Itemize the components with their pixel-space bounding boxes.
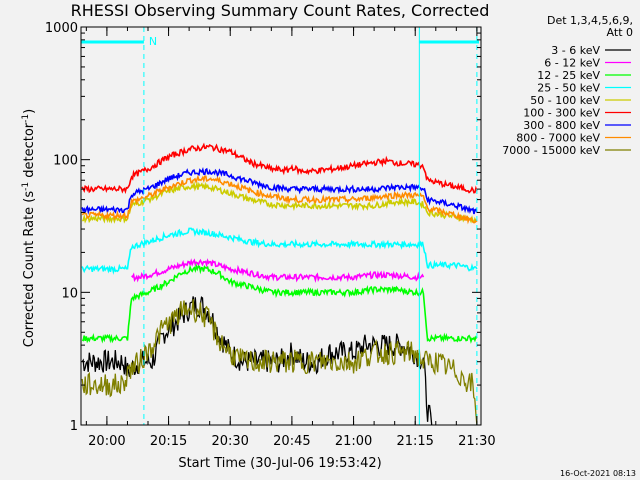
legend-label: 7000 - 15000 keV — [502, 144, 600, 157]
y-tick-label: 100 — [53, 154, 78, 169]
series-line — [81, 296, 433, 426]
legend-label: 50 - 100 keV — [530, 94, 600, 107]
y-tick-label: 1000 — [45, 21, 78, 36]
x-axis-label: Start Time (30-Jul-06 19:53:42) — [178, 456, 381, 471]
x-axis-ticks: 20:00 20:15 20:30 20:45 21:00 21:15 21:30 — [85, 27, 496, 449]
series-line — [81, 174, 478, 225]
legend-header: Det 1,3,4,5,6,9, — [547, 14, 633, 27]
x-tick-label: 20:00 — [88, 434, 125, 449]
x-tick-label: 21:15 — [396, 434, 433, 449]
series-line — [131, 258, 425, 283]
legend-label: 300 - 800 keV — [523, 119, 600, 132]
chart-title: RHESSI Observing Summary Count Rates, Co… — [71, 1, 490, 20]
night-marker-label: N — [149, 35, 157, 48]
timestamp: 16-Oct-2021 08:13 — [560, 469, 636, 478]
x-tick-label: 21:30 — [458, 434, 495, 449]
y-tick-label: 10 — [61, 286, 78, 301]
legend-label: 100 - 300 keV — [523, 107, 600, 120]
series-line — [81, 167, 478, 215]
plot-area-frame — [80, 26, 482, 426]
legend-label: 3 - 6 keV — [551, 44, 600, 57]
series-line — [81, 142, 478, 195]
x-tick-label: 20:15 — [150, 434, 187, 449]
attenuator-markers: N — [81, 27, 479, 425]
y-axis-label-part: -1 — [21, 182, 31, 191]
series-line — [81, 299, 478, 426]
legend-label: 25 - 50 keV — [537, 82, 600, 95]
series-line — [82, 180, 478, 224]
series-curves — [81, 142, 478, 426]
y-axis-label-part: -1 — [21, 114, 31, 123]
legend-header: Att 0 — [607, 26, 633, 39]
legend-label: 6 - 12 keV — [544, 57, 600, 70]
y-axis-label-part: Corrected Count Rate (s — [22, 191, 37, 348]
x-tick-label: 20:30 — [211, 434, 248, 449]
legend-label: 12 - 25 keV — [537, 69, 600, 82]
x-tick-label: 21:00 — [335, 434, 372, 449]
y-axis-ticks: 1 10 100 1000 — [45, 21, 481, 434]
y-axis-label-part: ) — [22, 109, 37, 114]
y-tick-label: 1 — [70, 419, 78, 434]
legend-label: 800 - 7000 keV — [516, 132, 600, 145]
y-axis-label: Corrected Count Rate (s-1 detector-1) — [21, 109, 37, 347]
y-axis-label-part: detector — [22, 122, 37, 182]
series-line — [81, 227, 478, 275]
x-tick-label: 20:45 — [273, 434, 310, 449]
series-line — [81, 263, 478, 344]
